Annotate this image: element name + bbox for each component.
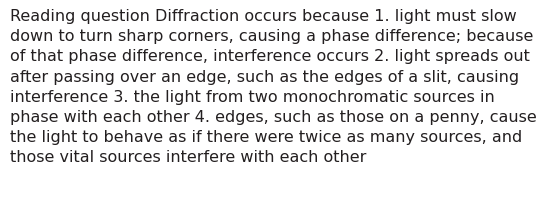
Text: Reading question Diffraction occurs because 1. light must slow
down to turn shar: Reading question Diffraction occurs beca…: [10, 9, 537, 165]
